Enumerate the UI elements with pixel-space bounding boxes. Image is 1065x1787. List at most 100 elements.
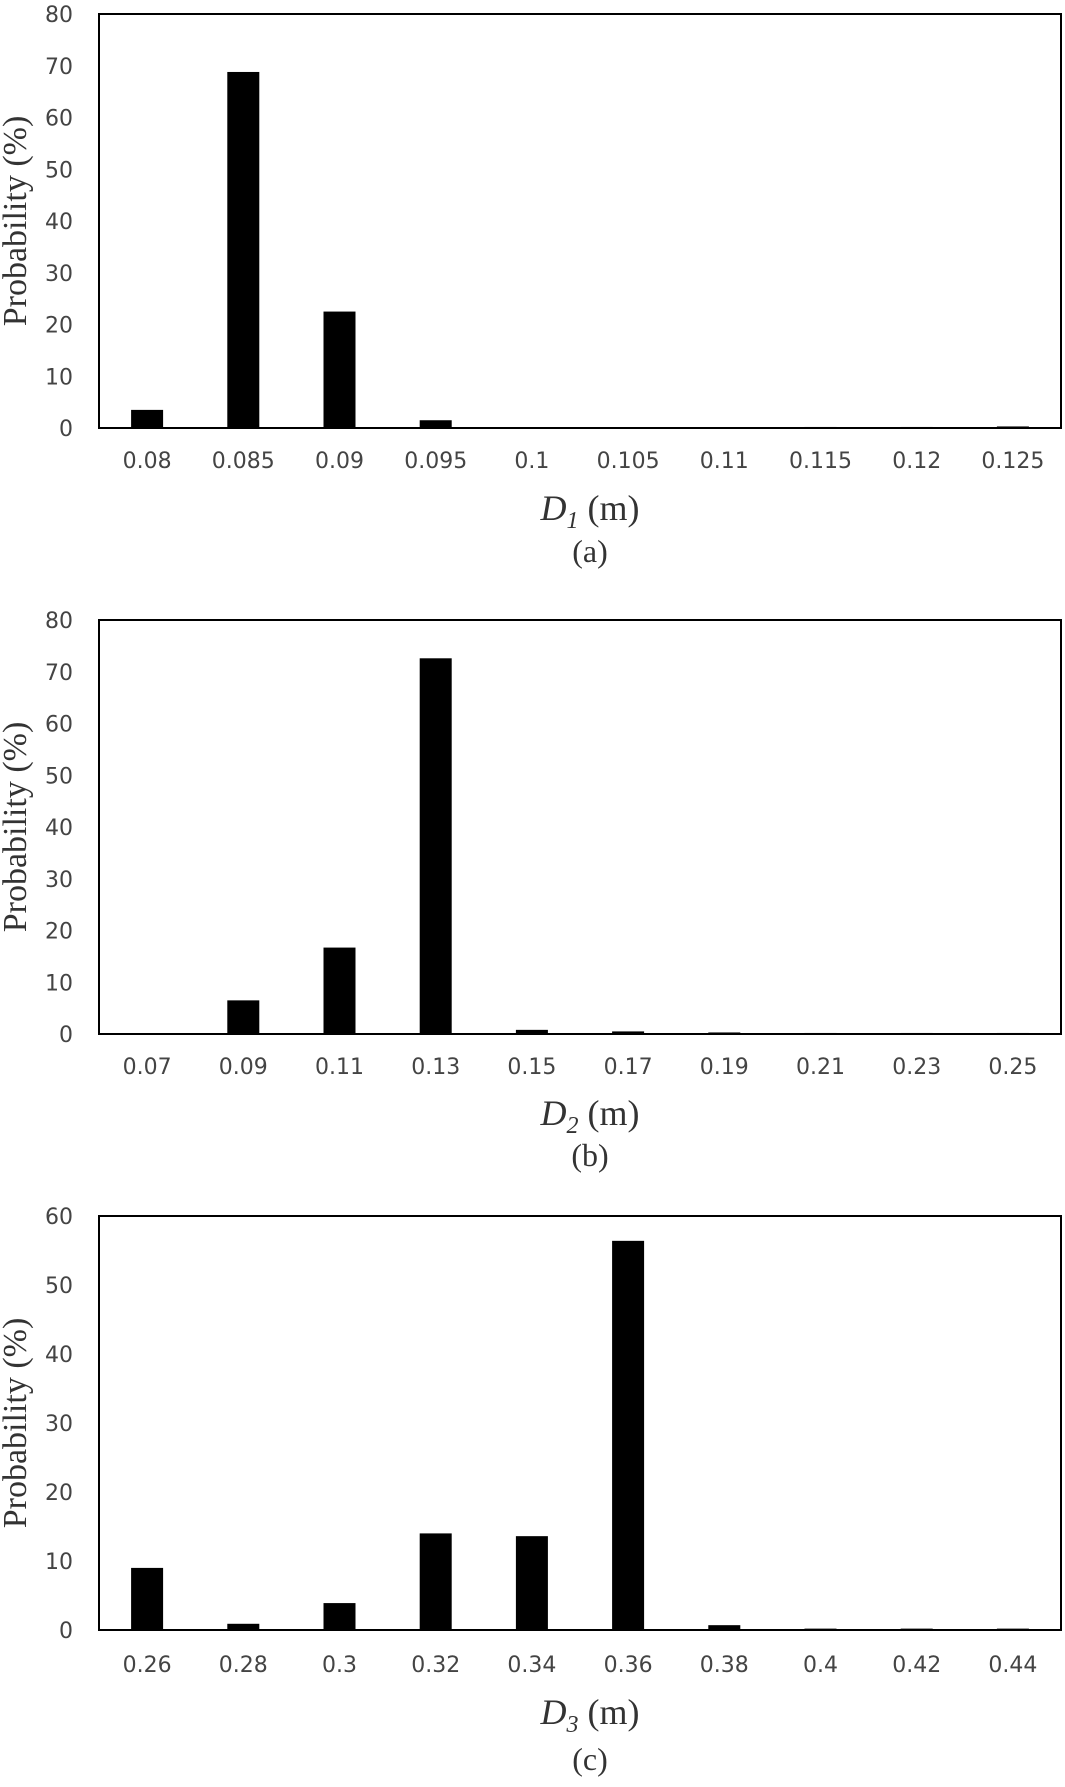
chart-c-x-tick-label: 0.34 <box>507 1653 556 1678</box>
chart-b-x-tick-label: 0.07 <box>123 1055 172 1080</box>
chart-b-y-axis-title: Probability (%) <box>0 722 34 933</box>
chart-a-x-tick-label: 0.11 <box>700 449 749 474</box>
chart-b-y-tick-label: 0 <box>59 1023 73 1048</box>
chart-a-y-tick-label: 50 <box>45 158 73 183</box>
chart-b-x-tick-label: 0.17 <box>604 1055 653 1080</box>
chart-a-x-tick-label: 0.115 <box>789 449 852 474</box>
chart-a-bar <box>996 426 1029 428</box>
chart-a-bar <box>515 427 548 428</box>
chart-a-bar <box>804 426 837 428</box>
chart-b-bar <box>227 1000 260 1034</box>
chart-c-x-axis-title: D3 (m) <box>540 1692 640 1738</box>
chart-a-y-tick-label: 80 <box>45 3 73 28</box>
chart-a-x-tick-label: 0.085 <box>212 449 275 474</box>
chart-b-bar <box>708 1032 741 1034</box>
chart-b-x-tick-label: 0.09 <box>219 1055 268 1080</box>
chart-c-bar <box>996 1628 1029 1630</box>
chart-c-bar <box>323 1603 356 1630</box>
chart-c-x-axis-unit: (m) <box>579 1692 640 1732</box>
bar-chart-b: 0 10 20 30 40 50 60 70 80 0.07 0.09 0.11 0.13 0.15 0.1… <box>0 609 1062 1173</box>
chart-c-x-tick-label: 0.32 <box>411 1653 460 1678</box>
chart-c-x-tick-label: 0.42 <box>892 1653 941 1678</box>
chart-a-bar <box>131 409 164 428</box>
chart-a-caption: (a) <box>572 533 608 569</box>
chart-c-x-tick-label: 0.38 <box>700 1653 749 1678</box>
chart-a-x-tick-label: 0.09 <box>315 449 364 474</box>
chart-b-x-tick-label: 0.15 <box>507 1055 556 1080</box>
chart-c-x-tick-label: 0.28 <box>219 1653 268 1678</box>
chart-a-bar <box>419 420 452 428</box>
chart-a-x-axis-subscript: 1 <box>567 508 579 534</box>
chart-c-bar <box>227 1623 260 1630</box>
chart-b-y-tick-label: 60 <box>45 713 73 738</box>
chart-c-x-tick-label: 0.3 <box>322 1653 357 1678</box>
chart-a-bar <box>612 427 645 428</box>
chart-c-bar <box>708 1625 741 1630</box>
chart-c-bar <box>131 1567 164 1630</box>
chart-b-x-tick-label: 0.21 <box>796 1055 845 1080</box>
chart-b-x-tick-label: 0.11 <box>315 1055 364 1080</box>
chart-b-plot-frame <box>98 619 1062 1035</box>
chart-panel-c: 0 10 20 30 40 50 60 0.26 0.28 0.3 0.32 0.34 0.36 0.38… <box>0 1200 1065 1787</box>
chart-a-x-tick-label: 0.105 <box>597 449 660 474</box>
chart-c-caption: (c) <box>572 1741 608 1777</box>
chart-c-x-tick-label: 0.44 <box>988 1653 1037 1678</box>
chart-b-caption: (b) <box>571 1137 608 1173</box>
chart-b-x-tick-label: 0.13 <box>411 1055 460 1080</box>
chart-a-x-axis-title: D1 (m) <box>540 488 640 534</box>
chart-c-y-tick-label: 10 <box>45 1550 73 1575</box>
chart-b-x-tick-label: 0.19 <box>700 1055 749 1080</box>
chart-b-y-tick-label: 40 <box>45 816 73 841</box>
chart-b-y-tick-label: 80 <box>45 609 73 634</box>
chart-a-bar <box>227 71 260 429</box>
chart-b-bar <box>900 1032 933 1034</box>
chart-c-x-axis-symbol: D <box>540 1692 567 1732</box>
chart-c-y-tick-label: 40 <box>45 1343 73 1368</box>
chart-a-bar <box>323 311 356 428</box>
chart-a-plot-frame <box>98 13 1062 429</box>
chart-c-x-tick-label: 0.4 <box>803 1653 838 1678</box>
chart-c-x-tick-label: 0.36 <box>604 1653 653 1678</box>
chart-c-bar <box>804 1628 837 1630</box>
chart-a-x-tick-label: 0.1 <box>514 449 549 474</box>
chart-c-y-tick-label: 30 <box>45 1412 73 1437</box>
chart-panel-b: 0 10 20 30 40 50 60 70 80 0.07 0.09 0.11 0.13 0.15 0.1… <box>0 600 1065 1200</box>
chart-a-x-tick-label: 0.095 <box>404 449 467 474</box>
chart-c-y-tick-label: 0 <box>59 1619 73 1644</box>
chart-b-x-axis-symbol: D <box>540 1093 567 1133</box>
chart-b-bar <box>419 658 452 1034</box>
chart-b-y-tick-label: 50 <box>45 764 73 789</box>
chart-b-x-axis-unit: (m) <box>579 1093 640 1133</box>
chart-a-y-tick-label: 20 <box>45 314 73 339</box>
chart-b-x-axis-subscript: 2 <box>567 1113 579 1139</box>
chart-b-bar <box>804 1032 837 1034</box>
chart-b-x-tick-label: 0.23 <box>892 1055 941 1080</box>
chart-c-plot-frame <box>98 1215 1062 1631</box>
chart-a-y-axis-title: Probability (%) <box>0 116 34 327</box>
chart-b-bar <box>131 1033 164 1034</box>
chart-b-bar <box>612 1031 645 1034</box>
chart-b-y-tick-label: 20 <box>45 920 73 945</box>
chart-a-y-tick-label: 0 <box>59 417 73 442</box>
bar-chart-a: 0 10 20 30 40 50 60 70 80 0.08 0.085 0.09 0.095 0.1 0.… <box>0 3 1062 569</box>
chart-a-y-tick-label: 70 <box>45 55 73 80</box>
chart-b-y-tick-label: 10 <box>45 971 73 996</box>
chart-panel-a: 0 10 20 30 40 50 60 70 80 0.08 0.085 0.09 0.095 0.1 0.… <box>0 0 1065 600</box>
chart-b-y-tick-label: 30 <box>45 868 73 893</box>
chart-c-y-tick-label: 60 <box>45 1205 73 1230</box>
chart-a-x-tick-label: 0.12 <box>892 449 941 474</box>
chart-a-x-tick-label: 0.08 <box>123 449 172 474</box>
chart-a-bar <box>708 427 741 428</box>
chart-b-bar <box>323 947 356 1034</box>
chart-c-y-tick-label: 20 <box>45 1481 73 1506</box>
chart-b-x-axis-title: D2 (m) <box>540 1093 640 1139</box>
chart-c-y-tick-label: 50 <box>45 1274 73 1299</box>
chart-b-y-tick-label: 70 <box>45 661 73 686</box>
chart-c-bar <box>612 1240 645 1630</box>
chart-a-x-axis-unit: (m) <box>579 488 640 528</box>
chart-c-x-tick-label: 0.26 <box>123 1653 172 1678</box>
chart-c-y-axis-title: Probability (%) <box>0 1318 34 1529</box>
chart-c-bar <box>900 1628 933 1630</box>
chart-b-bar <box>515 1029 548 1034</box>
chart-c-bar <box>515 1536 548 1630</box>
